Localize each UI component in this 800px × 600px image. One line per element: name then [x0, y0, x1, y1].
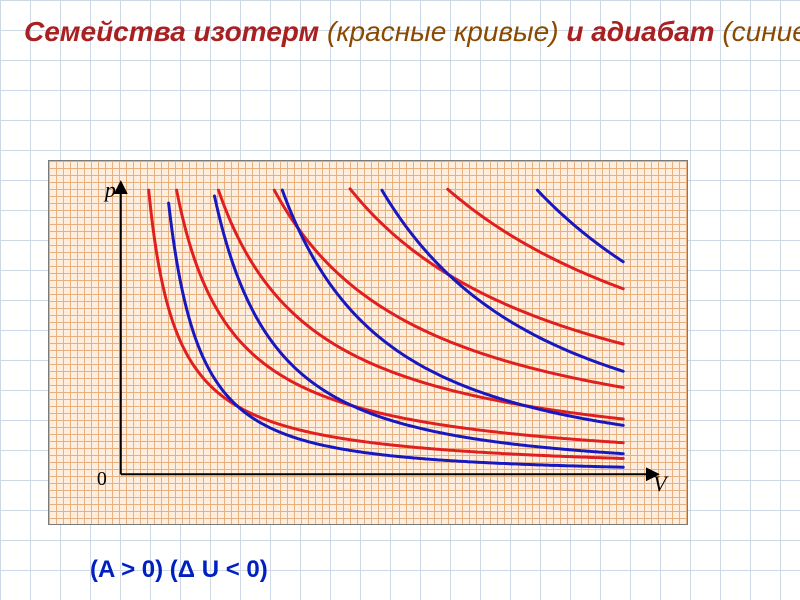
plot-svg: p V 0 [49, 161, 687, 524]
isotherm-curve [448, 189, 623, 289]
origin-label: 0 [97, 468, 107, 490]
formula-text: (A > 0) (Δ U < 0) [90, 556, 268, 583]
pv-diagram: p V 0 [48, 160, 688, 525]
title-segment: (красные кривые) [327, 16, 566, 47]
title-segment: (синие кривые) [722, 16, 800, 47]
isotherm-curve [274, 190, 623, 387]
bottom-formula: (A > 0) (Δ U < 0) [90, 556, 268, 584]
adiabat-curve [537, 190, 623, 262]
adiabat-curve [169, 203, 624, 467]
x-axis-label: V [653, 471, 669, 496]
title-segment: Семейства изотерм [24, 16, 327, 47]
adiabat-curve [382, 190, 623, 371]
y-axis-label: p [103, 177, 116, 202]
title-segment: и адиабат [566, 16, 722, 47]
isotherm-curve [350, 189, 623, 344]
isotherm-curve [218, 190, 623, 419]
title-block: Семейства изотерм (красные кривые) и ади… [24, 14, 776, 49]
